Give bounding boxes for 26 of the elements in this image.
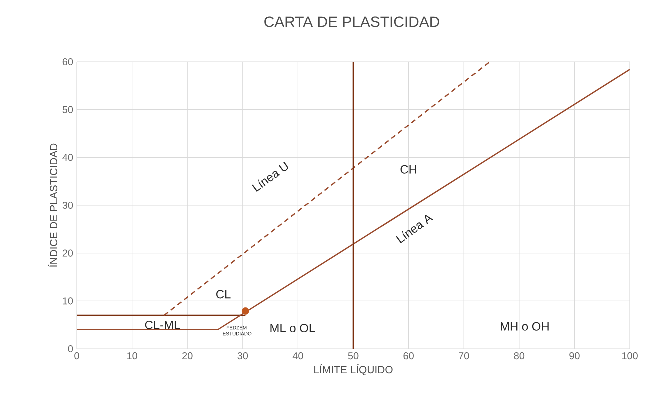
y-tick-label: 0: [68, 345, 74, 353]
x-tick-label: 80: [514, 352, 525, 360]
x-tick-label: 20: [182, 352, 193, 360]
x-tick-label: 40: [292, 352, 304, 360]
x-tick-label: 90: [570, 352, 580, 360]
x-tick-label: 0: [74, 352, 80, 360]
chart-title: CARTA DE PLASTICIDAD: [264, 16, 440, 28]
y-tick-label: 50: [62, 106, 74, 114]
y-tick-label: 20: [62, 250, 74, 257]
annotation: CL: [216, 290, 231, 299]
annotation: ML o OL: [270, 324, 316, 333]
y-tick-label: 40: [62, 154, 74, 162]
y-tick-label: 10: [63, 298, 74, 305]
y-axis-title: ÍNDICE DE PLASTICIDAD: [48, 144, 58, 267]
x-axis-title: LÍMITE LÍQUIDO: [314, 364, 393, 376]
x-tick-label: 10: [128, 352, 138, 360]
x-tick-label: 60: [404, 352, 414, 360]
x-tick-label: 70: [459, 352, 470, 360]
annotation: CL-ML: [145, 320, 180, 330]
x-tick-label: 30: [238, 352, 248, 360]
annotation: MH o OH: [501, 322, 549, 331]
y-tick-label: 30: [62, 202, 74, 210]
x-tick-label: 50: [348, 352, 359, 360]
x-tick-label: 100: [622, 352, 638, 360]
y-tick-label: 60: [62, 58, 74, 66]
annotation: CH: [400, 165, 416, 174]
